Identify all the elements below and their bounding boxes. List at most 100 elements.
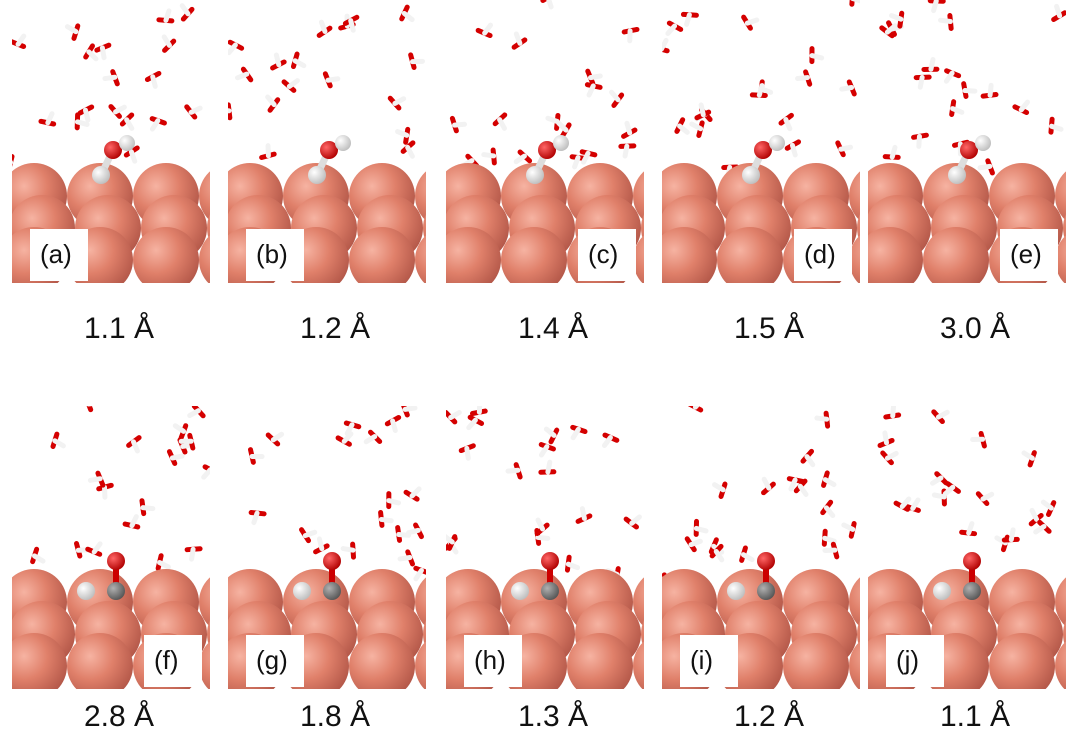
water-bond — [455, 124, 465, 125]
distance: 1.1 Å — [940, 700, 1010, 733]
water-bond — [238, 74, 247, 78]
distance: 1.2 Å — [300, 312, 370, 345]
water-bond — [393, 421, 396, 431]
water-bond — [34, 556, 43, 561]
water-bond — [143, 508, 153, 509]
water-bond — [89, 52, 96, 59]
water-bond — [175, 426, 183, 432]
water-bond — [826, 508, 832, 516]
water-bond — [381, 519, 391, 520]
water-bond — [1051, 126, 1061, 129]
water-bond — [131, 152, 134, 161]
water-bond — [127, 120, 132, 129]
water-bond — [229, 45, 235, 53]
water-bond — [289, 81, 297, 87]
panel-label: (j) — [896, 645, 919, 675]
water-bond — [931, 60, 933, 70]
water-bond — [469, 420, 476, 427]
panel-label: (f) — [154, 645, 179, 675]
water-bond — [164, 37, 169, 45]
water-bond — [1011, 530, 1013, 540]
distance: 1.8 Å — [300, 700, 370, 733]
water-bond — [913, 500, 918, 509]
water-bond — [444, 536, 452, 542]
water-bond — [182, 6, 188, 14]
water-bond — [389, 501, 399, 503]
water-bond — [695, 400, 702, 408]
water-bond — [892, 16, 901, 20]
water-bond — [938, 412, 947, 417]
water-bond — [800, 486, 806, 494]
water-bond — [166, 11, 169, 21]
water-bond — [919, 136, 920, 146]
cu-atom — [0, 601, 9, 667]
water-bond — [990, 85, 991, 95]
water-bond — [18, 36, 24, 44]
water-bond — [77, 122, 87, 125]
water-bond — [786, 120, 790, 129]
water-bond — [412, 489, 419, 496]
water-bond — [409, 530, 419, 532]
h-atom — [526, 166, 544, 184]
cu-atom — [923, 227, 989, 293]
c-atom — [541, 582, 559, 600]
water-bond — [887, 453, 896, 458]
water-bond — [538, 537, 548, 538]
cu-atom — [349, 227, 415, 293]
water-bond — [133, 442, 137, 451]
water-bond — [941, 20, 951, 21]
water-bond — [508, 470, 518, 471]
water-bond — [852, 0, 862, 1]
water-bond — [696, 528, 706, 531]
o-atom — [963, 552, 981, 570]
water-bond — [366, 437, 375, 442]
water-bond — [219, 110, 229, 111]
water-bond — [568, 564, 577, 568]
distance: 1.2 Å — [734, 700, 804, 733]
water-bond — [116, 107, 125, 112]
water-bond — [715, 485, 724, 490]
h-atom — [119, 135, 135, 151]
water-bond — [812, 56, 822, 58]
water-bond — [400, 557, 410, 558]
water-bond — [969, 524, 972, 533]
water-bond — [191, 108, 200, 112]
water-bond — [399, 534, 409, 535]
water-bond — [153, 77, 156, 87]
h-atom — [948, 166, 966, 184]
water-bond — [798, 78, 808, 79]
o-atom — [541, 552, 559, 570]
water-bond — [351, 21, 354, 31]
water-bond — [86, 397, 91, 409]
h-atom — [293, 582, 311, 600]
water-bond — [759, 86, 762, 96]
water-bond — [172, 456, 182, 458]
water-bond — [485, 25, 491, 33]
water-bond — [395, 99, 404, 104]
page: (a)1.1 Å(b)1.2 Å(c)1.4 Å(d)1.5 Å(e)3.0 Å… — [0, 0, 1067, 740]
water-bond — [892, 147, 895, 157]
cu-atom — [651, 227, 717, 293]
water-bond — [416, 570, 422, 578]
water-bond — [817, 418, 827, 419]
water-bond — [1036, 526, 1044, 532]
h-atom — [308, 166, 326, 184]
water-bond — [190, 411, 199, 416]
water-bond — [548, 118, 557, 121]
water-bond — [841, 147, 851, 149]
h-atom — [769, 135, 785, 151]
water-bond — [691, 541, 700, 544]
water-bond — [764, 479, 769, 488]
water-bond — [668, 26, 675, 33]
water-bond — [548, 0, 551, 7]
cu-atom — [349, 633, 415, 699]
water-bond — [1043, 502, 1051, 508]
water-bond — [467, 448, 468, 458]
o-atom — [757, 552, 775, 570]
water-bond — [67, 27, 76, 32]
water-bond — [546, 429, 554, 435]
water-bond — [405, 408, 415, 409]
water-bond — [625, 146, 627, 156]
water-bond — [946, 73, 952, 81]
water-bond — [408, 147, 413, 156]
